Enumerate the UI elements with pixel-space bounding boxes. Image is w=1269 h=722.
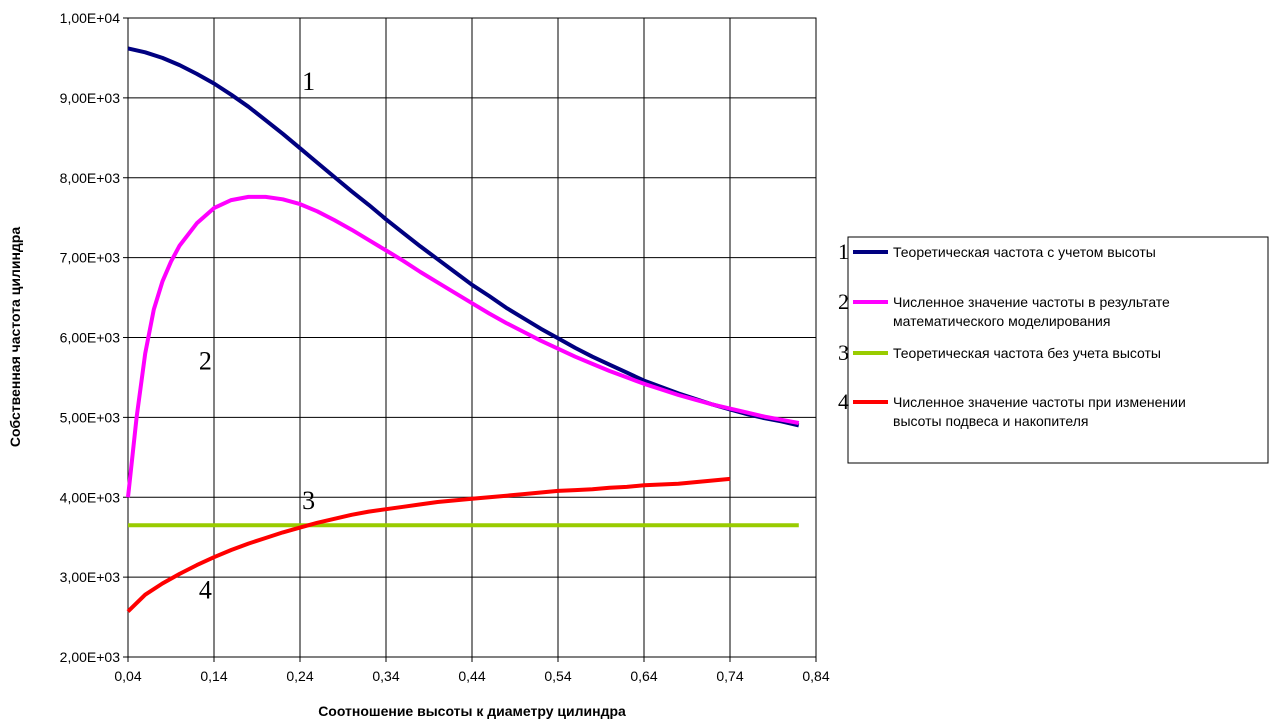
- x-tick-label: 0,74: [716, 668, 743, 684]
- x-tick-label: 0,24: [286, 668, 313, 684]
- x-tick-label: 0,54: [544, 668, 571, 684]
- y-tick-label: 5,00E+03: [60, 409, 121, 425]
- y-tick-label: 8,00E+03: [60, 170, 121, 186]
- x-tick-label: 0,04: [114, 668, 141, 684]
- series-line-2: [126, 194, 800, 498]
- y-tick-label: 1,00E+04: [60, 10, 121, 26]
- x-axis: 0,04 0,14 0,24 0,34 0,44 0,54 0,64 0,74 0,84: [114, 657, 830, 684]
- y-tick-label: 7,00E+03: [60, 250, 121, 266]
- legend-box: [847, 236, 1269, 464]
- legend: 1 Теоретическая частота с учетом высоты 2 Ч…: [838, 236, 1269, 464]
- legend-number-3: 3: [838, 340, 849, 365]
- legend-label-3: Теоретическая частота без учета высоты: [893, 345, 1161, 361]
- curve-label-2: 2: [199, 346, 212, 375]
- y-tick-label: 3,00E+03: [60, 569, 121, 585]
- legend-number-1: 1: [838, 239, 849, 264]
- curve-labels: 1 2 3 4: [199, 67, 315, 605]
- y-axis-title: Собственная частота цилиндра: [7, 227, 23, 447]
- y-tick-label: 6,00E+03: [60, 330, 121, 346]
- legend-number-2: 2: [838, 289, 849, 314]
- x-tick-label: 0,84: [802, 668, 829, 684]
- legend-label-4: Численное значение частоты при изменении…: [893, 394, 1186, 429]
- x-tick-label: 0,44: [458, 668, 485, 684]
- y-tick-label: 4,00E+03: [60, 489, 121, 505]
- x-axis-title: Соотношение высоты к диаметру цилиндра: [318, 703, 626, 719]
- curve-label-3: 3: [302, 486, 315, 515]
- x-tick-label: 0,64: [630, 668, 657, 684]
- y-tick-label: 2,00E+03: [60, 649, 121, 665]
- curve-label-4: 4: [199, 576, 212, 605]
- y-axis: 2,00E+03 3,00E+03 4,00E+03 5,00E+03 6,00E+03…: [60, 10, 128, 665]
- x-tick-label: 0,14: [200, 668, 227, 684]
- legend-number-4: 4: [838, 389, 849, 414]
- curve-label-1: 1: [302, 67, 315, 96]
- x-tick-label: 0,34: [372, 668, 399, 684]
- legend-label-2: Численное значение частоты в результате м…: [893, 294, 1170, 329]
- series-group: [126, 46, 800, 613]
- y-tick-label: 9,00E+03: [60, 90, 121, 106]
- series-line-4: [126, 476, 731, 613]
- legend-label-1: Теоретическая частота с учетом высоты: [893, 244, 1156, 260]
